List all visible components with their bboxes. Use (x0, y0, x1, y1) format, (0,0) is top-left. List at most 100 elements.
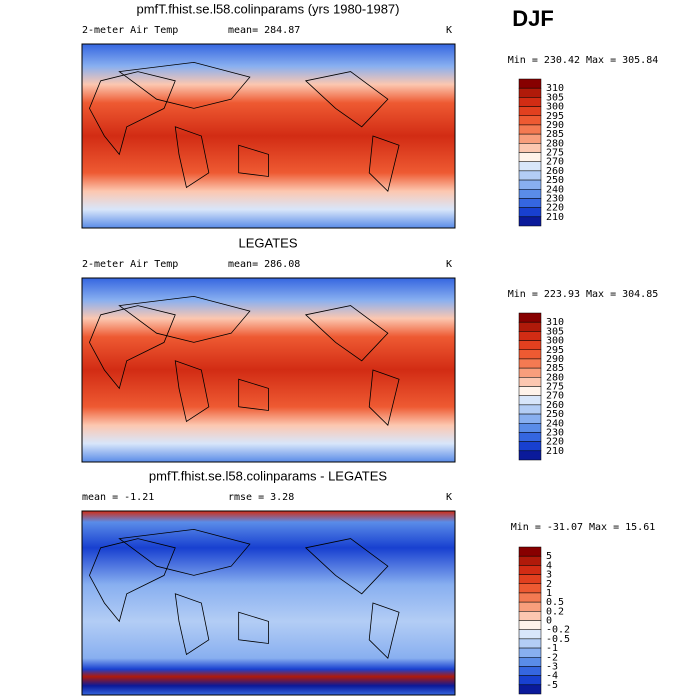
coastline (304, 538, 389, 595)
colorbar-box (518, 312, 542, 323)
colorbar-box (518, 216, 542, 227)
coastline (238, 144, 269, 177)
colorbar-box (518, 367, 542, 378)
colorbar-label: 230 (546, 193, 564, 204)
colorbar-box (518, 638, 542, 649)
colorbar-box (518, 611, 542, 621)
colorbar-box (518, 450, 542, 461)
coastline (89, 71, 176, 156)
colorbar-box (518, 413, 542, 424)
colorbar-label: -0.2 (546, 625, 570, 636)
colorbar-label: -4 (546, 671, 558, 682)
colorbar-box (518, 666, 542, 676)
colorbar-box (518, 629, 542, 640)
colorbar-box (518, 601, 542, 612)
colorbar-label: 210 (546, 212, 564, 223)
coastline (174, 593, 210, 656)
colorbar-label: 310 (546, 83, 564, 94)
colorbar-label: 220 (546, 203, 564, 214)
map-field (81, 43, 456, 229)
colorbar-label: 280 (546, 138, 564, 149)
coastline (368, 135, 400, 192)
colorbar-label: 220 (546, 437, 564, 448)
colorbar-label: 280 (546, 372, 564, 383)
colorbar-label: 300 (546, 336, 564, 347)
colorbar-box (518, 115, 542, 126)
colorbar-box (518, 592, 542, 603)
colorbar-label: 240 (546, 418, 564, 429)
panel-title: LEGATES (238, 235, 297, 250)
coastline (368, 369, 400, 426)
colorbar-box (518, 207, 542, 218)
left-label: mean = -1.21 (82, 492, 154, 503)
colorbar-label: 270 (546, 157, 564, 168)
colorbar-label: 295 (546, 345, 564, 356)
colorbar-box (518, 404, 542, 415)
colorbar-label: -1 (546, 643, 558, 654)
colorbar-box (518, 395, 542, 406)
colorbar-label: 270 (546, 391, 564, 402)
coastline (238, 378, 269, 411)
coastline (238, 611, 269, 644)
coastline (118, 295, 251, 343)
colorbar-label: 3 (546, 570, 552, 581)
colorbar-box (518, 198, 542, 208)
colorbar-box (518, 340, 542, 350)
colorbar-box (518, 179, 542, 190)
colorbar-box (518, 574, 542, 584)
colorbar-label: 250 (546, 409, 564, 420)
colorbar-box (518, 152, 542, 162)
colorbar-box (518, 78, 542, 89)
units: K (446, 492, 452, 503)
colorbar-label: 230 (546, 427, 564, 438)
units: K (446, 259, 452, 270)
left-label: 2-meter Air Temp (82, 259, 178, 270)
colorbar-box (518, 358, 542, 369)
colorbar-label: 240 (546, 184, 564, 195)
coastline (174, 126, 210, 189)
colorbar-label: 2 (546, 579, 552, 590)
colorbar-label: 275 (546, 148, 564, 159)
min-max: Min = 230.42 Max = 305.84 (508, 55, 659, 66)
colorbar-box (518, 97, 542, 107)
colorbar-box (518, 124, 542, 135)
coastline (89, 305, 176, 390)
colorbar-label: 285 (546, 363, 564, 374)
colorbar-box (518, 441, 542, 452)
colorbar-label: -0.5 (546, 634, 570, 645)
colorbar-label: 305 (546, 92, 564, 103)
coastline (118, 61, 251, 109)
colorbar-box (518, 386, 542, 396)
colorbar-label: 250 (546, 175, 564, 186)
colorbar-label: 310 (546, 317, 564, 328)
colorbar-box (518, 189, 542, 199)
colorbar-box (518, 331, 542, 341)
colorbar-box (518, 684, 542, 695)
colorbar-label: 0.5 (546, 597, 564, 608)
colorbar-box (518, 432, 542, 442)
colorbar-box (518, 106, 542, 116)
colorbar-label: 0 (546, 616, 552, 627)
colorbar-box (518, 349, 542, 360)
panel-title: pmfT.fhist.se.l58.colinparams (yrs 1980-… (136, 1, 399, 16)
colorbar-label: -2 (546, 652, 558, 663)
colorbar-label: 305 (546, 326, 564, 337)
colorbar-label: 260 (546, 166, 564, 177)
min-max: Min = 223.93 Max = 304.85 (508, 289, 659, 300)
center-label: mean= 284.87 (228, 25, 300, 36)
colorbar-box (518, 565, 542, 575)
season-label: DJF (512, 6, 554, 31)
colorbar-label: 0.2 (546, 606, 564, 617)
coastline (304, 71, 389, 128)
colorbar-label: -5 (546, 680, 558, 691)
colorbar-box (518, 675, 542, 686)
colorbar-box (518, 170, 542, 181)
colorbar-label: 260 (546, 400, 564, 411)
colorbar-box (518, 377, 542, 387)
colorbar-label: 210 (546, 446, 564, 457)
colorbar-box (518, 657, 542, 667)
colorbar-box (518, 161, 542, 172)
colorbar-label: 290 (546, 120, 564, 131)
map-field (81, 510, 456, 696)
